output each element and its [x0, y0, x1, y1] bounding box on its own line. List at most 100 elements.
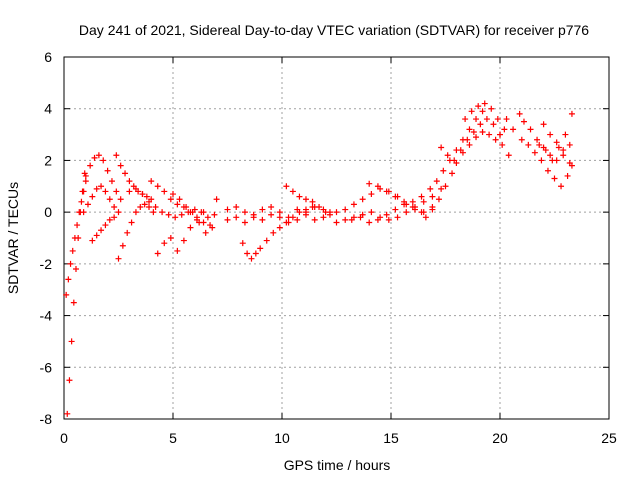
y-tick-label: 2: [44, 152, 52, 168]
data-point: [418, 193, 425, 200]
x-tick-label: 15: [383, 430, 399, 446]
data-point: [178, 211, 185, 218]
data-point: [276, 214, 283, 221]
data-point: [440, 167, 447, 174]
data-point: [82, 172, 89, 179]
chart-title: Day 241 of 2021, Sidereal Day-to-day VTE…: [79, 22, 589, 38]
data-point: [505, 152, 512, 159]
series-s6: [113, 152, 155, 203]
series-s5: [89, 214, 118, 244]
data-point: [542, 147, 549, 154]
data-point: [189, 209, 196, 216]
data-point: [531, 149, 538, 156]
data-point: [368, 191, 375, 198]
data-point: [409, 198, 416, 205]
data-point: [368, 209, 375, 216]
series-s27: [520, 118, 573, 167]
data-point: [479, 128, 486, 135]
data-point: [394, 214, 401, 221]
data-point: [366, 219, 373, 226]
data-point: [93, 232, 100, 239]
data-point: [536, 141, 543, 148]
data-point: [342, 206, 349, 213]
data-point: [438, 185, 445, 192]
data-point: [233, 203, 240, 210]
data-point: [70, 299, 77, 306]
data-point: [486, 131, 493, 138]
data-point: [204, 214, 211, 221]
data-point: [167, 235, 174, 241]
series-s15: [283, 183, 333, 218]
data-point: [549, 157, 556, 164]
data-point: [268, 203, 275, 210]
data-point: [80, 188, 87, 195]
data-point: [525, 141, 532, 148]
data-point: [63, 291, 70, 298]
data-point: [104, 167, 111, 174]
data-point: [146, 198, 153, 205]
data-point: [117, 162, 124, 169]
data-point: [213, 196, 220, 203]
data-point: [239, 240, 246, 247]
data-point: [383, 211, 390, 218]
y-tick-label: 0: [44, 204, 52, 220]
data-point: [348, 216, 355, 223]
data-point: [309, 203, 316, 210]
data-point: [475, 103, 482, 110]
y-tick-label: -6: [40, 359, 53, 375]
data-point: [385, 216, 392, 223]
series-s10: [154, 209, 207, 257]
data-point: [516, 110, 523, 117]
data-point: [241, 209, 248, 216]
data-point: [488, 105, 495, 112]
data-point: [429, 206, 436, 213]
data-point: [152, 203, 159, 210]
data-point: [564, 172, 571, 179]
data-point: [553, 139, 560, 146]
data-point: [111, 203, 118, 210]
data-point: [98, 227, 105, 234]
data-point: [108, 178, 115, 185]
data-point: [497, 131, 503, 138]
data-point: [302, 206, 309, 213]
x-tick-label: 20: [492, 430, 508, 446]
data-point: [357, 214, 364, 221]
data-point: [211, 211, 218, 218]
y-tick-label: -8: [40, 411, 53, 427]
x-axis-title: GPS time / hours: [284, 457, 391, 473]
data-point: [89, 193, 96, 200]
data-point: [248, 255, 255, 262]
data-point: [111, 214, 118, 221]
grid-layer: [64, 57, 609, 419]
data-point: [326, 211, 333, 218]
data-point: [167, 196, 174, 203]
data-point: [562, 131, 569, 138]
data-point: [350, 201, 357, 208]
data-point: [366, 180, 373, 187]
data-point: [479, 108, 486, 115]
data-point: [473, 134, 480, 141]
data-point: [233, 214, 240, 221]
data-point: [547, 152, 554, 159]
data-point: [499, 141, 506, 148]
data-point: [527, 126, 534, 133]
data-point: [320, 214, 327, 221]
data-point: [392, 206, 399, 213]
data-point: [492, 136, 499, 143]
data-point: [466, 141, 473, 148]
data-point: [148, 178, 155, 185]
data-point: [392, 193, 399, 200]
data-point: [403, 209, 410, 216]
data-point: [180, 237, 187, 244]
data-point: [82, 178, 89, 185]
series-s13: [224, 211, 327, 226]
data-point: [74, 222, 81, 229]
series-s1: [64, 170, 88, 417]
data-point: [84, 201, 91, 208]
data-point: [174, 247, 181, 254]
data-point: [132, 185, 139, 192]
plot-frame: [63, 56, 610, 420]
points-layer: [63, 100, 575, 417]
data-point: [122, 170, 129, 177]
data-point: [438, 144, 445, 151]
